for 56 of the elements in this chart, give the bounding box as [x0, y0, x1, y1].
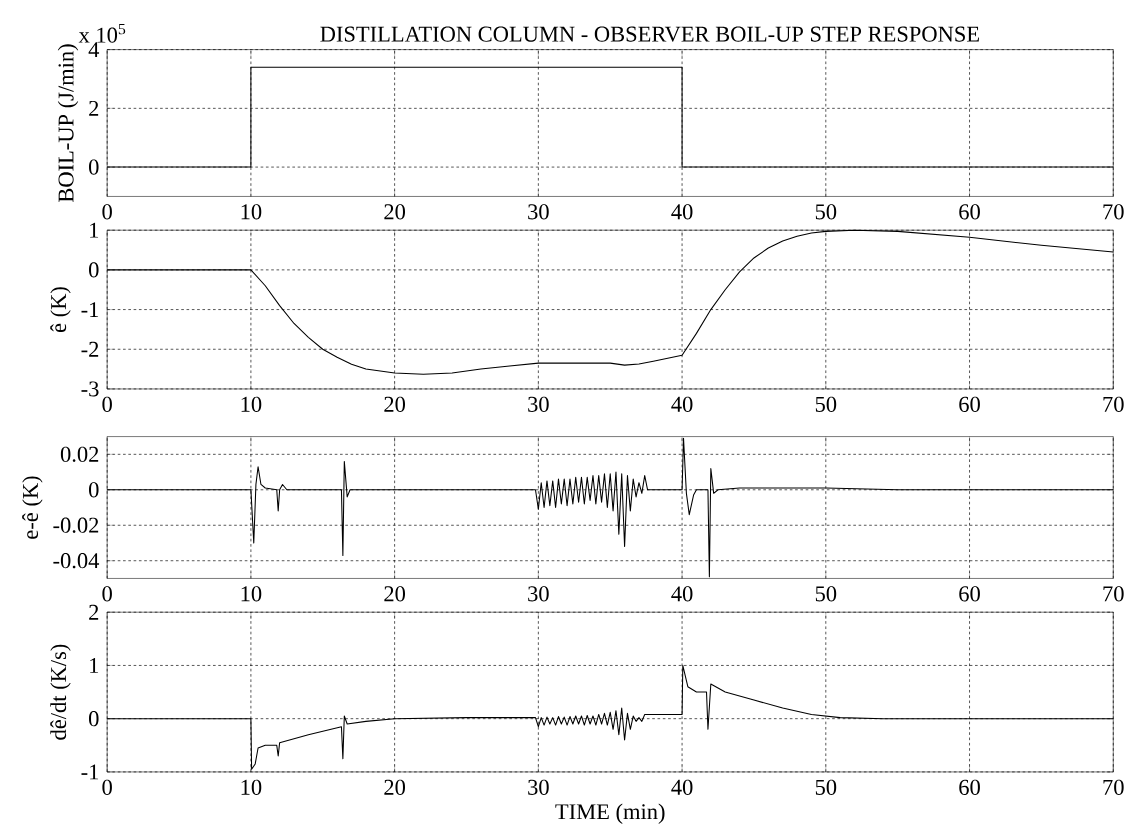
- x-tick-label: 70: [1103, 396, 1124, 412]
- x-tick-label: 40: [671, 204, 693, 220]
- y-tick-label: 0: [89, 159, 99, 175]
- x-tick-label: 60: [959, 779, 980, 795]
- y-tick-label: 1: [90, 222, 99, 238]
- x-tick-label: 30: [528, 396, 549, 412]
- y-tick-label: -1: [81, 764, 99, 780]
- x-tick-label: 0: [102, 204, 112, 220]
- x-tick-label: 10: [241, 396, 262, 412]
- x-tick-label: 30: [528, 779, 549, 795]
- y-tick-label: -3: [81, 381, 99, 397]
- x-tick-label: 60: [959, 586, 980, 602]
- x-tick-label: 70: [1103, 779, 1124, 795]
- y-axis-title: e-ê (K): [22, 476, 43, 539]
- y-tick-label: 2: [89, 100, 99, 116]
- x-tick-label: 30: [528, 586, 549, 602]
- x-tick-label: 40: [671, 396, 693, 412]
- y-axis-title: ê (K): [50, 286, 71, 332]
- y-tick-label: 4: [88, 42, 100, 57]
- y-tick-label: 0.02: [60, 446, 99, 462]
- x-tick-label: 70: [1103, 586, 1124, 602]
- x-tick-label: 50: [815, 396, 837, 412]
- y-tick-label: 0: [89, 481, 99, 498]
- x-tick-label: 50: [815, 586, 837, 602]
- x-tick-label: 20: [384, 779, 406, 795]
- x-tick-label: 50: [815, 779, 837, 795]
- x-tick-label: 20: [384, 586, 406, 602]
- x-tick-label: 60: [959, 396, 980, 412]
- x-tick-label: 40: [671, 779, 693, 795]
- line-series: [106, 437, 1114, 578]
- chart-title: DISTILLATION COLUMN - OBSERVER BOIL-UP STEP RESPONSE: [320, 26, 979, 42]
- x-tick-label: 20: [384, 204, 406, 220]
- x-tick-label: 0: [102, 396, 112, 412]
- x-tick-label: 40: [671, 586, 693, 602]
- x-tick-label: 0: [102, 779, 112, 795]
- y-tick-label: 0: [89, 710, 99, 727]
- y-tick-label: -0.04: [53, 552, 100, 569]
- y-tick-label: -0.02: [53, 517, 99, 533]
- text: x 10$^{5}$: [78, 23, 126, 43]
- x-tick-label: 10: [241, 779, 262, 795]
- x-tick-label: 60: [959, 204, 980, 220]
- x-tick-label: 20: [384, 396, 406, 412]
- y-tick-label: 2: [89, 604, 99, 620]
- x-tick-label: 0: [102, 586, 112, 602]
- x-tick-label: 30: [528, 204, 549, 220]
- x-tick-label: 70: [1103, 204, 1124, 220]
- y-axis-title: dê/dt (K/s): [50, 644, 71, 740]
- y-axis-title: BOIL-UP (J/min): [57, 44, 79, 202]
- x-tick-label: 10: [241, 586, 262, 602]
- y-tick-label: 1: [90, 657, 99, 673]
- x-tick-label: 50: [815, 204, 837, 220]
- y-tick-label: -1: [81, 301, 99, 317]
- x-axis-title: TIME (min): [555, 803, 665, 824]
- x-tick-label: 10: [241, 204, 262, 220]
- y-tick-label: -2: [81, 341, 99, 357]
- y-tick-label: 0: [89, 262, 99, 278]
